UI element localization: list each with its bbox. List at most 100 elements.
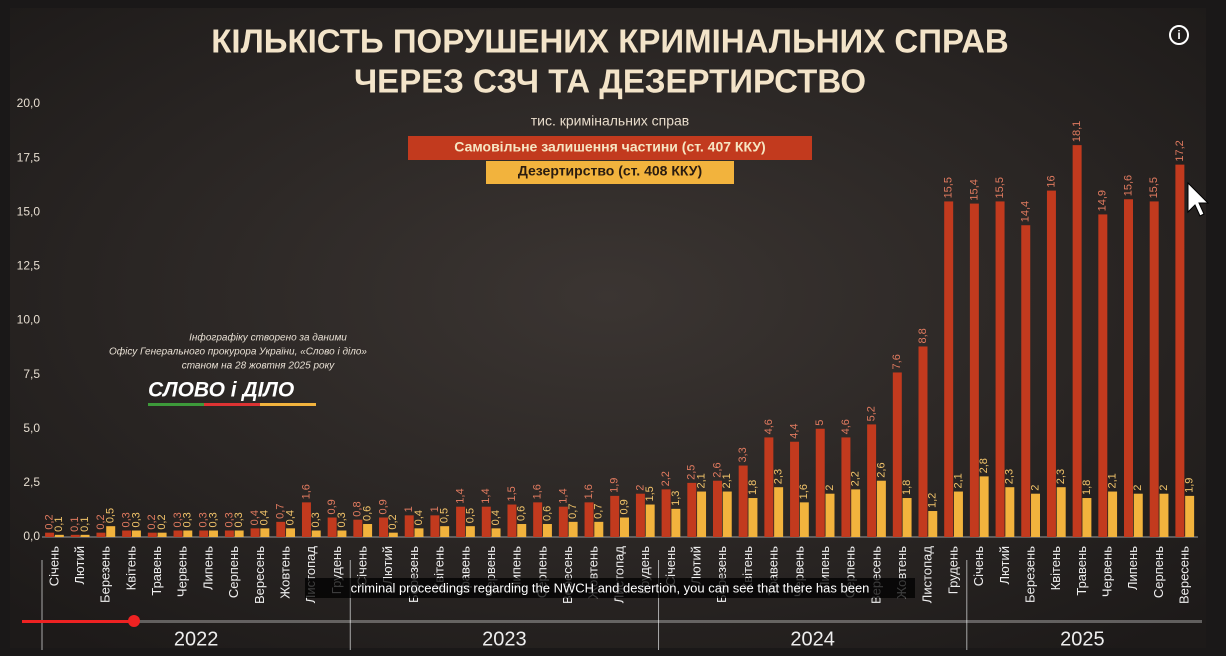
bar xyxy=(661,489,671,537)
value-label: 8,8 xyxy=(917,328,929,343)
bar xyxy=(106,526,116,537)
bar xyxy=(610,495,620,537)
progress-handle[interactable] xyxy=(128,615,140,627)
value-label: 0,4 xyxy=(490,510,502,525)
x-tick-label: Лютий xyxy=(689,546,704,584)
bar xyxy=(1031,493,1041,537)
bar xyxy=(157,532,167,537)
bar xyxy=(286,528,296,537)
bar xyxy=(54,534,64,537)
bar xyxy=(45,532,55,537)
bar xyxy=(465,526,475,537)
info-icon[interactable] xyxy=(1169,25,1189,45)
bar xyxy=(620,517,629,537)
bar xyxy=(867,424,877,537)
x-tick-label: Травень xyxy=(149,546,164,596)
value-label: 0,1 xyxy=(53,517,65,532)
group-label: 2022 xyxy=(174,628,219,650)
y-tick-label: 2,5 xyxy=(23,475,40,489)
bar xyxy=(841,437,851,537)
value-label: 0,2 xyxy=(95,514,107,529)
bar xyxy=(147,532,157,537)
bar xyxy=(122,530,132,537)
bar xyxy=(1005,487,1015,537)
bar xyxy=(790,441,800,537)
value-label: 2,2 xyxy=(660,471,672,486)
bar xyxy=(748,498,758,537)
progress-played xyxy=(22,620,134,623)
bar xyxy=(173,530,183,537)
value-label: 2 xyxy=(1158,485,1170,491)
source-note: станом на 28 жовтня 2025 року xyxy=(182,361,336,372)
bar xyxy=(517,524,527,537)
progress-track[interactable] xyxy=(22,620,1202,623)
bar xyxy=(1185,495,1195,537)
value-label: 0,3 xyxy=(336,512,348,527)
bar xyxy=(414,528,424,537)
value-label: 0,4 xyxy=(413,510,425,525)
value-label: 16 xyxy=(1045,175,1057,187)
value-label: 1,6 xyxy=(583,484,595,499)
bar xyxy=(584,502,594,537)
bar xyxy=(1159,493,1169,537)
bar xyxy=(697,491,707,537)
bar xyxy=(430,515,440,537)
caption: criminal proceedings regarding the NWCH … xyxy=(351,580,870,595)
value-label: 1,6 xyxy=(798,484,810,499)
value-label: 15,4 xyxy=(968,179,980,200)
cursor xyxy=(1187,181,1210,217)
x-tick-label: Квітень xyxy=(123,546,138,591)
value-label: 1,9 xyxy=(1184,478,1196,493)
value-label: 1,2 xyxy=(927,493,939,508)
x-tick-label: Серпень xyxy=(226,546,241,598)
value-label: 2,1 xyxy=(695,473,707,488)
bar xyxy=(687,482,697,537)
x-tick-label: Травень xyxy=(1074,546,1089,596)
value-label: 2 xyxy=(1029,485,1041,491)
bar xyxy=(260,528,270,537)
bar xyxy=(70,534,80,537)
legend-label: Самовільне залишення частини (ст. 407 КК… xyxy=(454,139,765,155)
bar xyxy=(507,504,517,537)
bar xyxy=(1072,145,1082,537)
value-label: 1,4 xyxy=(557,488,569,503)
bar xyxy=(995,201,1005,538)
x-tick-label: Січень xyxy=(355,546,370,586)
bar xyxy=(815,428,825,537)
bar xyxy=(1133,493,1143,537)
bar xyxy=(825,493,835,537)
value-label: 14,9 xyxy=(1097,190,1109,211)
y-tick-label: 17,5 xyxy=(17,150,41,164)
value-label: 0,6 xyxy=(362,506,374,521)
value-label: 0,5 xyxy=(464,508,476,523)
value-label: 15,5 xyxy=(943,177,955,198)
bar xyxy=(481,506,491,537)
value-label: 1,6 xyxy=(532,484,544,499)
bar xyxy=(799,502,809,537)
source-note: Інфографіку створено за даними xyxy=(189,332,347,344)
x-tick-label: Червень xyxy=(1100,546,1115,597)
value-label: 2,8 xyxy=(978,458,990,473)
legend-label: Дезертирство (ст. 408 ККУ) xyxy=(518,163,702,179)
value-label: 1,6 xyxy=(300,484,312,499)
value-label: 0,4 xyxy=(259,510,271,525)
value-label: 2,3 xyxy=(1004,469,1016,484)
bar xyxy=(712,480,722,537)
bar xyxy=(440,526,450,537)
value-label: 5,2 xyxy=(866,406,878,421)
value-label: 2,5 xyxy=(686,465,698,480)
bar xyxy=(645,504,655,537)
bar xyxy=(456,506,466,537)
value-label: 0,8 xyxy=(352,501,364,516)
x-tick-label: Червень xyxy=(175,546,190,597)
value-label: 1,8 xyxy=(747,480,759,495)
bar xyxy=(131,530,141,537)
bar xyxy=(953,491,963,537)
x-tick-label: Вересень xyxy=(1177,546,1192,604)
logo-stripe xyxy=(260,403,316,406)
bar xyxy=(1108,491,1118,537)
value-label: 1 xyxy=(429,506,441,512)
value-label: 2,1 xyxy=(1106,473,1118,488)
source-note: Офісу Генерального прокурора України, «С… xyxy=(109,346,367,358)
bar xyxy=(234,530,244,537)
